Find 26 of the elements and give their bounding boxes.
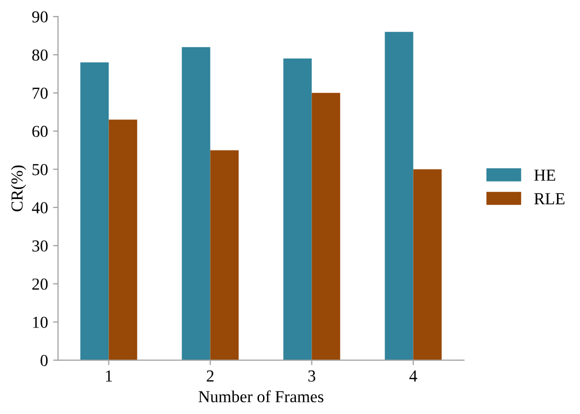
y-tick-label: 80 [32, 49, 48, 61]
legend-label: HE [534, 170, 556, 181]
bar [80, 62, 109, 360]
y-tick-label: 90 [32, 11, 48, 23]
y-tick-label: 50 [32, 164, 48, 176]
y-tick-label: 30 [32, 240, 48, 252]
y-tick-label: 10 [33, 316, 48, 328]
x-tick-label: 1 [106, 370, 112, 382]
y-axis-title: CR(%) [10, 165, 26, 212]
bar [182, 47, 210, 360]
y-tick-label: 70 [32, 88, 48, 99]
x-tick-label: 2 [206, 370, 214, 382]
legend-label: RLE [534, 193, 564, 204]
bar [312, 92, 340, 360]
y-tick-label: 40 [32, 202, 48, 214]
bar [108, 120, 138, 360]
x-tick-label: 4 [409, 370, 418, 382]
x-axis-title: Number of Frames [198, 390, 324, 402]
bar [283, 58, 312, 360]
y-tick-label: 20 [32, 278, 48, 290]
x-tick-label: 3 [308, 370, 316, 382]
bar [210, 150, 239, 360]
y-tick-label: 60 [32, 126, 48, 138]
bar [413, 169, 442, 360]
bar [384, 32, 414, 360]
y-tick-label: 0 [40, 354, 48, 366]
